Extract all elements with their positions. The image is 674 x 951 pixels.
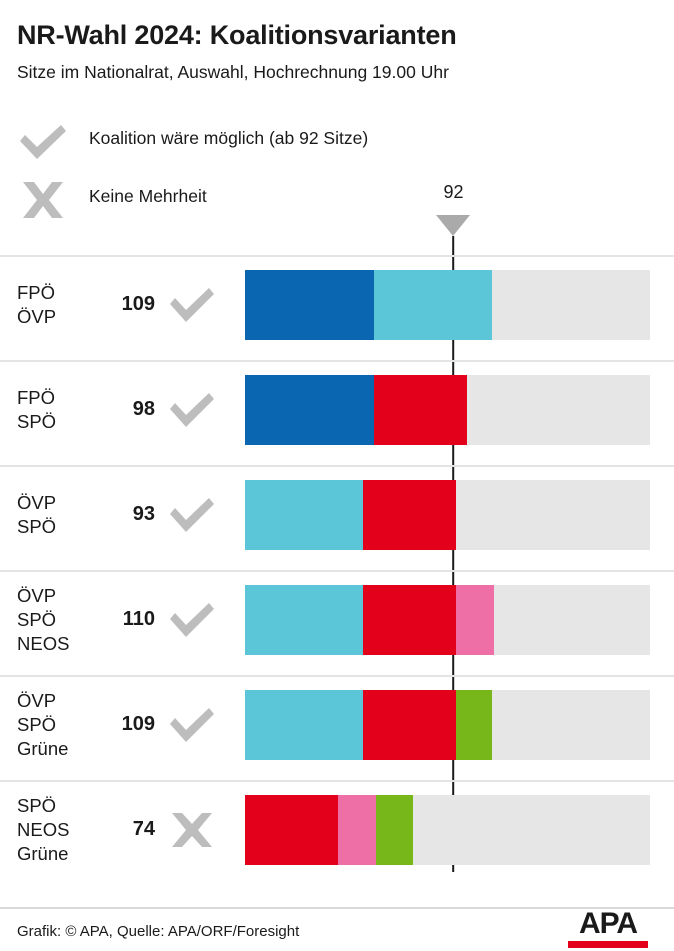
table-row[interactable]: ÖVP SPÖ NEOS 110: [0, 570, 674, 675]
bar-segment-neos[interactable]: [455, 585, 495, 655]
cross-icon: [168, 811, 216, 849]
check-icon: [168, 286, 216, 324]
party-label: Grüne: [17, 843, 69, 864]
party-label: FPÖ: [17, 282, 56, 303]
bar-segment-oevp[interactable]: [245, 585, 363, 655]
row-divider: [0, 570, 674, 572]
party-label: SPÖ: [17, 714, 57, 735]
table-row[interactable]: ÖVP SPÖ Grüne 109: [0, 675, 674, 780]
bar-segment-spoe[interactable]: [362, 690, 456, 760]
check-icon: [168, 706, 216, 744]
bar-segment-spoe[interactable]: [245, 795, 338, 865]
check-icon: [168, 391, 216, 429]
party-label: NEOS: [17, 819, 70, 840]
party-label: FPÖ: [17, 387, 56, 408]
table-row[interactable]: ÖVP SPÖ 93: [0, 465, 674, 570]
row-party-labels: SPÖ NEOS Grüne: [17, 794, 69, 866]
apa-logo-text: APA: [578, 907, 638, 940]
seat-track: [245, 795, 650, 865]
party-label: Grüne: [17, 738, 69, 759]
seat-track: [245, 690, 650, 760]
bar-segment-oevp[interactable]: [245, 690, 363, 760]
bar-segment-spoe[interactable]: [374, 375, 468, 445]
bar-segment-oevp[interactable]: [374, 270, 492, 340]
row-party-labels: ÖVP SPÖ: [17, 491, 56, 539]
party-label: SPÖ: [17, 795, 57, 816]
check-icon: [168, 601, 216, 639]
page-subtitle: Sitze im Nationalrat, Auswahl, Hochrechn…: [17, 62, 449, 82]
bar-segment-fpoe[interactable]: [245, 270, 375, 340]
bar-segment-spoe[interactable]: [362, 585, 456, 655]
legend-label-possible: Koalition wäre möglich (ab 92 Sitze): [89, 128, 369, 148]
party-label: NEOS: [17, 633, 70, 654]
party-label: ÖVP: [17, 585, 57, 606]
row-party-labels: FPÖ ÖVP: [17, 281, 56, 329]
table-row[interactable]: SPÖ NEOS Grüne 74: [0, 780, 674, 885]
footer-divider: [0, 907, 674, 909]
row-party-labels: ÖVP SPÖ NEOS: [17, 584, 69, 656]
bar-segment-gruene[interactable]: [376, 795, 413, 865]
seat-track: [245, 375, 650, 445]
apa-logo-bar: [568, 941, 648, 948]
legend-label-no-majority: Keine Mehrheit: [89, 186, 207, 206]
row-seat-total: 109: [121, 293, 155, 315]
row-divider: [0, 780, 674, 782]
row-divider: [0, 465, 674, 467]
page-title: NR-Wahl 2024: Koalitionsvarianten: [17, 20, 457, 50]
check-icon: [17, 122, 69, 162]
party-label: SPÖ: [17, 609, 57, 630]
party-label: SPÖ: [17, 516, 57, 537]
row-seat-total: 110: [122, 608, 155, 630]
row-seat-total: 93: [132, 503, 155, 525]
cross-icon: [17, 180, 69, 220]
bar-segment-spoe[interactable]: [362, 480, 456, 550]
row-seat-total: 74: [132, 818, 155, 840]
row-divider: [0, 360, 674, 362]
majority-threshold-line: [452, 236, 455, 872]
bar-segment-neos[interactable]: [337, 795, 377, 865]
seat-track: [245, 585, 650, 655]
table-row[interactable]: FPÖ ÖVP 109: [0, 255, 674, 360]
seat-track: [245, 270, 650, 340]
row-party-labels: ÖVP SPÖ Grüne: [17, 689, 68, 761]
table-row[interactable]: FPÖ SPÖ 98: [0, 360, 674, 465]
bar-segment-oevp[interactable]: [245, 480, 363, 550]
party-label: ÖVP: [17, 492, 57, 513]
apa-logo: APA: [566, 909, 650, 951]
row-divider: [0, 255, 674, 257]
party-label: ÖVP: [17, 690, 57, 711]
party-label: ÖVP: [17, 306, 57, 327]
bar-segment-gruene[interactable]: [455, 690, 492, 760]
row-party-labels: FPÖ SPÖ: [17, 386, 56, 434]
check-icon: [168, 496, 216, 534]
seat-track: [245, 480, 650, 550]
party-label: SPÖ: [17, 411, 57, 432]
majority-threshold-label: 92: [443, 182, 464, 202]
bar-segment-fpoe[interactable]: [245, 375, 375, 445]
row-divider: [0, 675, 674, 677]
down-triangle-marker: [436, 215, 471, 236]
row-seat-total: 109: [121, 713, 155, 735]
infographic-root: NR-Wahl 2024: Koalitionsvarianten Sitze …: [0, 20, 674, 948]
row-seat-total: 98: [132, 398, 155, 420]
